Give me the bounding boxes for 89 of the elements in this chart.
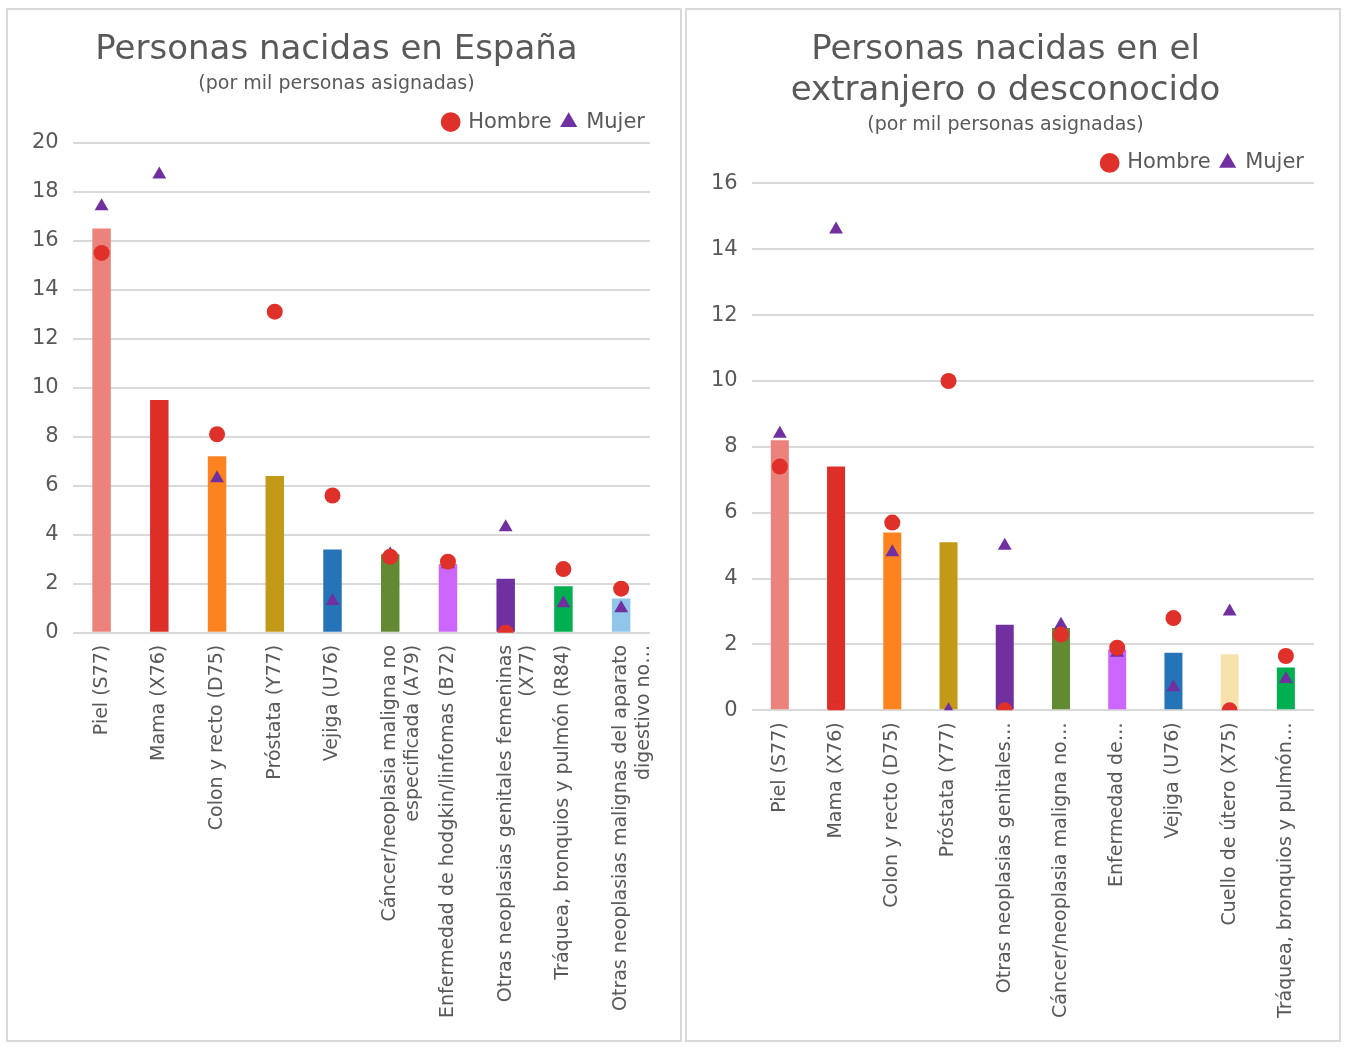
y-tick-label: 2 [45,570,59,595]
point [382,548,399,565]
x-tick-label: Otras neoplasias malignas del aparato digestivo no… [608,644,653,1011]
x-tick-label: Otras neoplasias genitales femeninas (X77) [492,644,538,1003]
bar [1108,649,1127,710]
x-tick-label: Tráquea, bronquios y pulmón… [1272,722,1295,1019]
y-tick-label: 20 [31,129,59,154]
y-tick-label: 18 [31,178,59,203]
bar [770,440,789,710]
point [772,425,787,438]
y-tick-label: 0 [45,619,59,644]
bar [1164,652,1183,710]
x-tick-label: Colon y recto (D75) [879,722,902,908]
y-tick-label: 2 [724,630,738,655]
x-tick-label: Mama (X76) [823,722,845,839]
x-tick-label: Próstata (Y77) [261,644,284,780]
bar [323,549,342,632]
y-tick-label: 12 [31,325,59,350]
point [266,303,283,320]
bar [92,228,111,632]
bar [207,456,227,632]
point [1222,603,1237,616]
point [613,580,630,597]
x-tick-label: Enfermedad de… [1104,722,1127,887]
y-tick-label: 6 [724,499,738,524]
y-tick-label: 6 [45,472,59,497]
point [1278,671,1293,684]
x-tick-label: Cáncer/neoplasia maligna no especificada (A79) [377,644,422,922]
x-tick-label: Mama (X76) [146,644,169,761]
point [940,372,957,389]
y-tick-label: 0 [724,696,738,721]
point [884,514,901,531]
bar [827,466,846,710]
x-tick-label: Tráquea, bronquios y pulmón (R84) [550,644,573,981]
chart-subtitle: (por mil personas asignadas) [198,71,475,94]
bar [883,532,902,710]
point [997,537,1012,550]
point [152,166,167,179]
point [498,519,513,532]
point [614,600,629,613]
y-tick-label: 8 [724,433,738,458]
bar [554,586,573,632]
chart-subtitle: (por mil personas asignadas) [867,111,1144,134]
y-tick-label: 10 [710,367,738,392]
bar [265,475,285,632]
x-tick-label: Cuello de útero (X75) [1216,722,1239,926]
point [93,244,110,261]
x-tick-label: Cáncer/neoplasia maligna no… [1047,722,1070,1018]
x-tick-label: Próstata (Y77) [935,722,958,858]
y-tick-label: 16 [710,169,738,194]
point [324,487,341,504]
point [829,221,843,234]
x-tick-label: Colon y recto (D75) [203,644,226,831]
y-tick-label: 8 [45,423,59,448]
point [94,198,109,211]
x-tick-label: Otras neoplasias genitales… [991,722,1014,994]
x-tick-label: Piel (S77) [88,644,111,736]
legend-label: Hombre [1127,149,1211,174]
point [1277,647,1294,664]
chart-title: Personas nacidas en el extranjero o desconocido [790,27,1221,109]
bar [939,542,958,710]
chart-title: Personas nacidas en España [95,27,578,68]
point [210,470,224,483]
y-tick-label: 14 [710,235,738,260]
point [1052,626,1069,643]
legend-label: Hombre [468,108,552,133]
point [325,592,340,605]
y-tick-label: 4 [45,521,59,546]
bar [496,578,515,632]
y-tick-label: 10 [31,374,59,399]
y-tick-label: 12 [710,301,738,326]
point [209,426,226,443]
x-tick-label: Vejiga (U76) [319,644,342,762]
x-tick-label: Vejiga (U76) [1160,722,1183,839]
point [1109,639,1126,656]
point [555,561,572,578]
bar [150,399,169,632]
x-tick-label: Piel (S77) [766,722,789,813]
bar [438,564,458,632]
legend-label: Mujer [1245,149,1305,174]
y-tick-label: 4 [724,565,738,590]
point [771,458,788,475]
legend-label: Mujer [586,108,646,133]
y-tick-label: 16 [31,227,59,252]
bar [995,624,1014,710]
x-tick-label: Enfermedad de hodgkin/linfomas (B72) [434,644,457,1018]
point [885,544,900,557]
y-tick-label: 14 [31,276,59,301]
bar [1220,654,1239,710]
